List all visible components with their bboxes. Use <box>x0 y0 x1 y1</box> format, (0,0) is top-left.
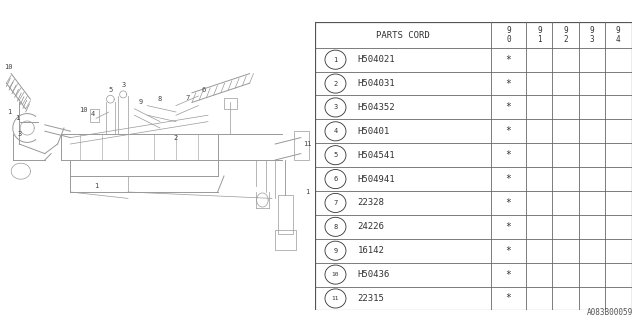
Text: 10: 10 <box>4 64 12 70</box>
Text: 9
0: 9 0 <box>506 26 511 44</box>
Text: *: * <box>506 102 511 112</box>
Text: *: * <box>506 198 511 208</box>
Text: *: * <box>506 269 511 280</box>
Text: *: * <box>506 79 511 89</box>
Text: 9
3: 9 3 <box>589 26 594 44</box>
Text: 1: 1 <box>15 116 20 121</box>
Text: *: * <box>506 246 511 256</box>
Text: 10: 10 <box>79 108 88 113</box>
Text: 1: 1 <box>94 183 98 188</box>
Text: H50436: H50436 <box>358 270 390 279</box>
Text: 24226: 24226 <box>358 222 385 231</box>
Text: 8: 8 <box>333 224 337 230</box>
Text: 22315: 22315 <box>358 294 385 303</box>
Text: A083B00059: A083B00059 <box>588 308 634 317</box>
Text: 11: 11 <box>303 141 312 147</box>
Text: 8: 8 <box>158 96 162 102</box>
Text: 7: 7 <box>185 95 189 100</box>
Bar <box>224 98 237 109</box>
Bar <box>275 230 296 250</box>
Text: H504352: H504352 <box>358 103 396 112</box>
Bar <box>294 131 309 160</box>
Text: 9: 9 <box>139 100 143 105</box>
Text: *: * <box>506 126 511 136</box>
Text: 3: 3 <box>17 132 21 137</box>
Text: 16142: 16142 <box>358 246 385 255</box>
Text: 1: 1 <box>333 57 337 63</box>
Text: *: * <box>506 150 511 160</box>
Text: 4: 4 <box>333 128 337 134</box>
Text: 9: 9 <box>333 248 337 254</box>
Text: 4: 4 <box>91 111 95 116</box>
Text: 22328: 22328 <box>358 198 385 207</box>
Text: 1: 1 <box>8 109 12 115</box>
Text: 6: 6 <box>201 87 205 92</box>
Text: 9
4: 9 4 <box>616 26 621 44</box>
Text: H50401: H50401 <box>358 127 390 136</box>
Text: 6: 6 <box>333 176 337 182</box>
Text: *: * <box>506 174 511 184</box>
Text: PARTS CORD: PARTS CORD <box>376 31 429 40</box>
Text: 5: 5 <box>333 152 337 158</box>
Text: H504021: H504021 <box>358 55 396 64</box>
Text: *: * <box>506 222 511 232</box>
Text: 2: 2 <box>174 135 178 140</box>
Bar <box>90 109 99 122</box>
Text: H504541: H504541 <box>358 151 396 160</box>
Text: 10: 10 <box>332 272 339 277</box>
Text: 9
1: 9 1 <box>537 26 541 44</box>
Text: 3: 3 <box>121 82 125 88</box>
Text: 7: 7 <box>333 200 337 206</box>
Text: 1: 1 <box>305 189 309 195</box>
Text: 2: 2 <box>333 81 337 87</box>
Text: H504031: H504031 <box>358 79 396 88</box>
Text: 11: 11 <box>332 296 339 301</box>
Text: 9
2: 9 2 <box>563 26 568 44</box>
Text: *: * <box>506 293 511 303</box>
Text: 5: 5 <box>108 87 113 92</box>
Text: *: * <box>506 55 511 65</box>
Text: H504941: H504941 <box>358 175 396 184</box>
Bar <box>278 195 293 234</box>
Text: 3: 3 <box>333 104 337 110</box>
